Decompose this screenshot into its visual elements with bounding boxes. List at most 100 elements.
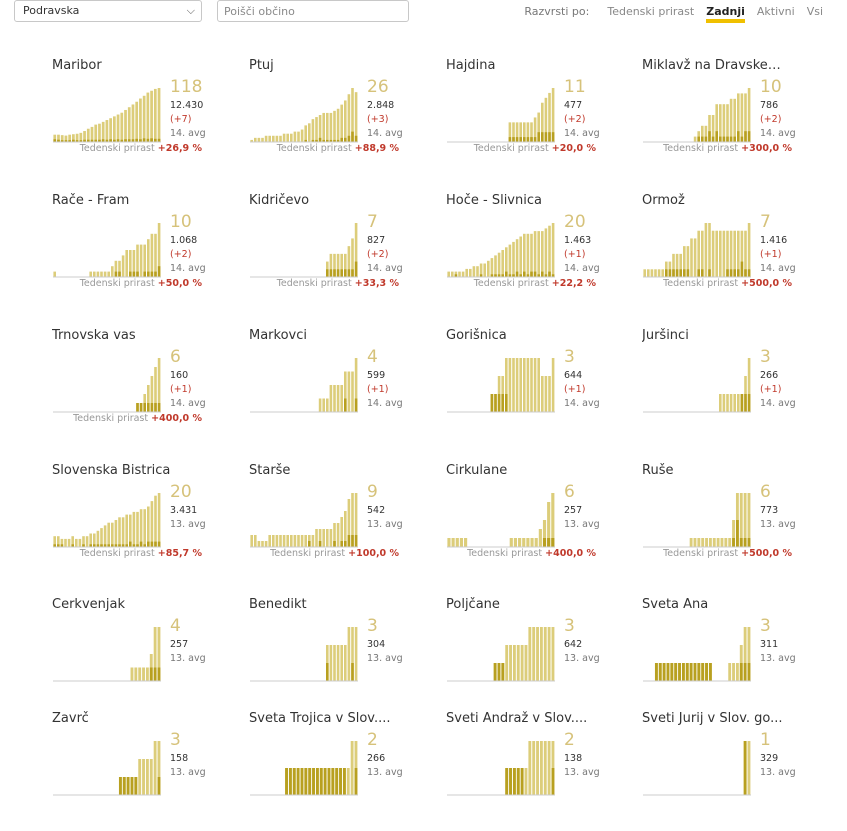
new-cases-bar bbox=[347, 135, 351, 142]
active-cases-bar bbox=[340, 385, 343, 412]
average-label: 13. avg bbox=[170, 653, 206, 664]
sort-option-active[interactable]: Aktivni bbox=[756, 5, 795, 18]
active-cases-bar bbox=[261, 541, 264, 547]
active-cases-bar bbox=[333, 523, 336, 547]
municipality-card[interactable]: Maribor 118 12.430 (+7) 14. avg Tedenski prir… bbox=[52, 58, 232, 178]
municipality-card[interactable]: Cirkulane 6 257 13. avg Tedenski prirast +40… bbox=[446, 463, 626, 583]
trend-bar-chart bbox=[53, 627, 161, 682]
municipality-card[interactable]: Sveta Ana 3 311 13. avg bbox=[642, 597, 822, 717]
average-label: 13. avg bbox=[367, 653, 403, 664]
active-cases-bar bbox=[107, 271, 110, 277]
active-cases-bar bbox=[726, 230, 729, 277]
active-cases-bar bbox=[293, 535, 297, 547]
latest-value: 4 bbox=[367, 347, 378, 367]
active-cases-bar bbox=[729, 230, 733, 277]
latest-value: 3 bbox=[367, 616, 378, 636]
active-cases-bar bbox=[543, 741, 547, 795]
active-cases-bar bbox=[548, 92, 551, 142]
active-cases-bar bbox=[722, 230, 726, 277]
sort-option-latest[interactable]: Zadnji bbox=[706, 5, 745, 23]
latest-value: 11 bbox=[564, 77, 586, 97]
active-cases-bar bbox=[716, 538, 720, 547]
active-cases-bar bbox=[134, 667, 138, 681]
municipality-card[interactable]: Trnovska vas 6 160 (+1) 14. avg Tedenski prir… bbox=[52, 328, 232, 448]
trend-bar-chart bbox=[643, 88, 751, 143]
active-cases-bar bbox=[705, 538, 708, 547]
new-cases-bar bbox=[519, 137, 522, 142]
active-cases-bar bbox=[447, 538, 451, 547]
new-cases-bar bbox=[153, 667, 157, 681]
active-cases-bar bbox=[472, 266, 476, 277]
municipality-card[interactable]: Sveta Trojica v Slov.... 2 266 13. avg bbox=[249, 711, 429, 831]
sort-option-weekly-growth[interactable]: Tedenski prirast bbox=[607, 5, 695, 18]
active-cases-bar bbox=[455, 538, 459, 547]
municipality-card[interactable]: Rače - Fram 10 1.068 (+2) 14. avg Tedenski pr… bbox=[52, 193, 232, 313]
active-cases-bar bbox=[130, 667, 134, 681]
municipality-card[interactable]: Zavrč 3 158 13. avg bbox=[52, 711, 232, 831]
active-cases-bar bbox=[79, 132, 83, 142]
municipality-card[interactable]: Sveti Andraž v Slov.... 2 138 13. avg bbox=[446, 711, 626, 831]
municipality-card[interactable]: Benedikt 3 304 13. avg bbox=[249, 597, 429, 717]
municipality-card[interactable]: Kidričevo 7 827 (+2) 14. avg Tedenski prirast… bbox=[249, 193, 429, 313]
municipality-card[interactable]: Miklavž na Dravske… 10 786 (+2) 14. avg Teden… bbox=[642, 58, 822, 178]
new-cases-bar bbox=[100, 544, 103, 547]
region-select[interactable]: Podravska ⌵ bbox=[14, 0, 202, 22]
new-cases-bar bbox=[520, 768, 524, 795]
new-cases-bar bbox=[351, 131, 354, 142]
active-cases-bar bbox=[264, 541, 268, 547]
new-cases-bar bbox=[537, 274, 540, 277]
active-cases-bar bbox=[142, 759, 145, 795]
municipality-card[interactable]: Hajdina 11 477 (+2) 14. avg Tedenski prirast … bbox=[446, 58, 626, 178]
active-cases-bar bbox=[83, 131, 86, 142]
weekly-growth-label: Tedenski prirast bbox=[270, 548, 346, 559]
active-cases-bar bbox=[75, 133, 79, 142]
municipality-card[interactable]: Ormož 7 1.416 (+1) 14. avg Tedenski prirast +… bbox=[642, 193, 822, 313]
total-cases: 257 bbox=[170, 639, 189, 650]
new-cases-bar bbox=[75, 140, 79, 142]
municipality-card[interactable]: Juršinci 3 266 (+1) 14. avg bbox=[642, 328, 822, 448]
active-cases-bar bbox=[93, 533, 96, 547]
active-cases-bar bbox=[71, 536, 74, 547]
municipality-card[interactable]: Cerkvenjak 4 257 13. avg bbox=[52, 597, 232, 717]
total-cases: 542 bbox=[367, 505, 386, 516]
active-cases-bar bbox=[131, 104, 135, 142]
municipality-search-input[interactable] bbox=[217, 0, 409, 22]
new-cases-bar bbox=[121, 544, 125, 547]
new-cases-bar bbox=[708, 131, 711, 142]
new-cases-bar bbox=[157, 667, 161, 681]
new-cases-bar bbox=[131, 139, 135, 142]
total-cases: 599 bbox=[367, 370, 386, 381]
municipality-name: Rače - Fram bbox=[52, 193, 130, 208]
total-cases: 477 bbox=[564, 100, 583, 111]
municipality-card[interactable]: Gorišnica 3 644 (+1) 14. avg bbox=[446, 328, 626, 448]
active-cases-bar bbox=[728, 538, 732, 547]
new-cases-bar bbox=[544, 132, 548, 142]
total-cases: 257 bbox=[564, 505, 583, 516]
municipality-card[interactable]: Poljčane 3 642 13. avg bbox=[446, 597, 626, 717]
active-cases-bar bbox=[737, 394, 740, 412]
municipality-card[interactable]: Ruše 6 773 13. avg Tedenski prirast +500,0 % bbox=[642, 463, 822, 583]
active-cases-bar bbox=[747, 88, 751, 142]
active-cases-bar bbox=[347, 627, 351, 681]
new-cases-bar bbox=[666, 663, 670, 681]
municipality-card[interactable]: Markovci 4 599 (+1) 14. avg bbox=[249, 328, 429, 448]
new-cases-bar bbox=[114, 271, 118, 277]
active-cases-bar bbox=[329, 112, 333, 142]
weekly-growth: Tedenski prirast +400,0 % bbox=[73, 413, 202, 424]
active-cases-bar bbox=[75, 538, 78, 547]
new-cases-bar bbox=[116, 139, 120, 142]
latest-value: 1 bbox=[760, 730, 771, 750]
active-cases-bar bbox=[53, 271, 56, 277]
active-cases-bar bbox=[733, 394, 736, 412]
active-cases-bar bbox=[533, 117, 537, 142]
sort-option-all[interactable]: Vsi bbox=[806, 5, 823, 18]
new-cases-bar bbox=[662, 663, 666, 681]
municipality-card[interactable]: Slovenska Bistrica 20 3.431 13. avg Tedenski… bbox=[52, 463, 232, 583]
municipality-card[interactable]: Hoče - Slivnica 20 1.463 (+1) 14. avg Tedensk… bbox=[446, 193, 626, 313]
municipality-card[interactable]: Sveti Jurij v Slov. go... 1 329 13. avg bbox=[642, 711, 822, 831]
new-cases-bar bbox=[344, 541, 347, 547]
new-cases-bar bbox=[547, 538, 551, 547]
municipality-card[interactable]: Ptuj 26 2.848 (+3) 14. avg Tedenski prirast +… bbox=[249, 58, 429, 178]
municipality-card[interactable]: Starše 9 542 13. avg Tedenski prirast +100,0… bbox=[249, 463, 429, 583]
active-cases-bar bbox=[105, 120, 109, 142]
